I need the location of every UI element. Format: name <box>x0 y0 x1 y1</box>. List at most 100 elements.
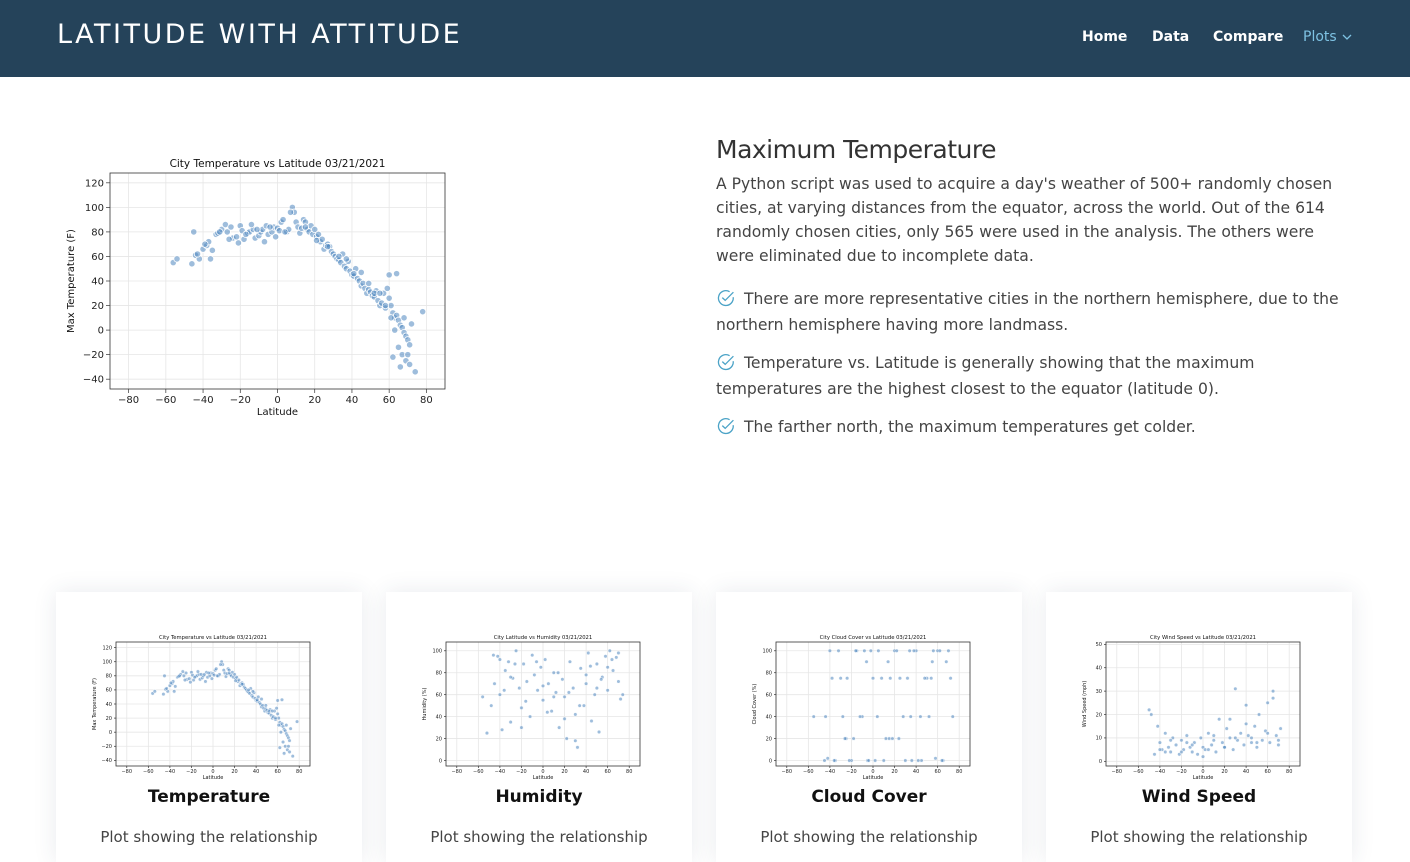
nav-plots-label: Plots <box>1303 29 1337 45</box>
data-point <box>851 736 856 741</box>
y-tick-label: −40 <box>101 758 112 764</box>
data-point <box>389 353 397 361</box>
x-tick-label: 80 <box>296 769 302 775</box>
y-tick-label: 60 <box>106 688 112 694</box>
x-tick-label: −20 <box>516 769 527 775</box>
data-point <box>503 668 508 673</box>
data-point <box>1271 689 1276 694</box>
data-point <box>400 314 408 322</box>
data-point <box>266 223 274 231</box>
data-point <box>517 686 522 691</box>
card-thumbnail[interactable]: City Latitude vs Humidity 03/21/2021 −80 −… <box>418 630 656 781</box>
data-point <box>190 228 198 236</box>
observation-item: The farther north, the maximum temperatu… <box>716 414 1356 440</box>
data-point <box>1179 749 1184 754</box>
nav-plots-dropdown[interactable]: Plots <box>1303 29 1352 45</box>
data-point <box>1265 731 1270 736</box>
nav-data[interactable]: Data <box>1152 29 1190 45</box>
data-point <box>1184 740 1189 745</box>
x-tick-label: 60 <box>604 769 610 775</box>
data-point <box>562 694 567 699</box>
x-tick-label: −60 <box>473 769 484 775</box>
data-point <box>181 673 186 678</box>
y-tick-label: 20 <box>91 301 104 312</box>
chart-title: City Temperature vs Latitude 03/21/2021 <box>159 635 267 641</box>
x-tick-label: 80 <box>626 769 632 775</box>
x-axis-label: Latitude <box>203 775 224 780</box>
data-point <box>1206 747 1211 752</box>
card-thumbnail[interactable]: City Temperature vs Latitude 03/21/2021 −… <box>88 630 326 781</box>
data-point <box>888 676 893 681</box>
card-title: Wind Speed <box>1141 787 1257 807</box>
nav-home[interactable]: Home <box>1082 29 1128 45</box>
site-brand[interactable]: LATITUDE WITH ATTITUDE <box>57 19 463 50</box>
check-circle-icon <box>716 352 736 372</box>
data-point <box>827 648 832 653</box>
data-point <box>811 714 816 719</box>
data-point <box>578 666 583 671</box>
nav-compare[interactable]: Compare <box>1213 29 1284 45</box>
data-point <box>528 714 533 719</box>
card-title: Temperature <box>147 787 271 807</box>
data-point <box>939 758 945 763</box>
card-thumbnail[interactable]: City Cloud Cover vs Latitude 03/21/2021 −… <box>748 630 986 781</box>
data-point <box>199 672 204 677</box>
plot-card-cloud-cover[interactable]: City Cloud Cover vs Latitude 03/21/2021 −… <box>716 592 1022 862</box>
data-point <box>905 676 910 681</box>
data-point <box>287 749 292 754</box>
plot-card-wind-speed[interactable]: City Wind Speed vs Latitude 03/21/2021 −8… <box>1046 592 1352 862</box>
x-axis-label: Latitude <box>863 775 884 780</box>
data-point <box>922 676 927 681</box>
data-point <box>255 697 260 702</box>
data-point <box>847 758 852 763</box>
data-point <box>276 723 281 728</box>
card-thumbnail[interactable]: City Wind Speed vs Latitude 03/21/2021 −8… <box>1078 630 1316 781</box>
data-point <box>492 681 497 686</box>
check-circle-icon <box>716 288 736 308</box>
temperature-scatter-chart: City Temperature vs Latitude 03/21/2021 −… <box>66 158 446 418</box>
data-point <box>551 694 556 699</box>
x-tick-label: 60 <box>934 769 940 775</box>
data-point <box>365 279 373 288</box>
data-point <box>1249 735 1254 740</box>
hero-temperature-plot: City Temperature vs Latitude 03/21/2021 −… <box>60 150 460 425</box>
data-point <box>223 228 231 236</box>
data-point <box>603 654 608 659</box>
y-tick-label: 40 <box>436 714 442 720</box>
data-point <box>216 228 224 236</box>
data-point <box>206 255 215 263</box>
data-point <box>234 675 239 680</box>
y-tick-label: 100 <box>102 659 112 665</box>
x-tick-label: −20 <box>1176 769 1187 775</box>
data-point <box>301 223 310 231</box>
data-point <box>187 676 192 681</box>
data-point <box>883 736 888 741</box>
data-point <box>247 220 256 229</box>
data-point <box>1211 733 1216 738</box>
data-point <box>1274 733 1279 738</box>
data-point <box>253 225 261 234</box>
y-tick-label: 0 <box>109 730 112 736</box>
data-point <box>1195 752 1200 757</box>
data-point <box>350 270 358 278</box>
data-point <box>188 260 196 268</box>
data-point <box>1220 740 1225 745</box>
y-tick-label: 40 <box>766 714 772 720</box>
data-point <box>566 690 571 695</box>
plot-card-humidity[interactable]: City Latitude vs Humidity 03/21/2021 −80 −… <box>386 592 692 862</box>
data-point <box>162 673 167 678</box>
data-point <box>1157 740 1162 745</box>
data-point <box>823 714 828 719</box>
data-point <box>218 662 223 667</box>
data-point <box>206 670 211 676</box>
data-point <box>881 758 886 763</box>
data-point <box>1217 717 1222 722</box>
y-tick-label: 0 <box>98 326 104 337</box>
y-tick-label: 100 <box>432 649 442 655</box>
y-axis-label: Wind Speed (mph) <box>1082 681 1088 728</box>
data-point <box>901 714 906 719</box>
plot-card-temperature[interactable]: City Temperature vs Latitude 03/21/2021 −… <box>56 592 362 862</box>
data-point <box>1209 742 1214 747</box>
data-point <box>1246 733 1251 738</box>
data-point <box>866 758 871 763</box>
